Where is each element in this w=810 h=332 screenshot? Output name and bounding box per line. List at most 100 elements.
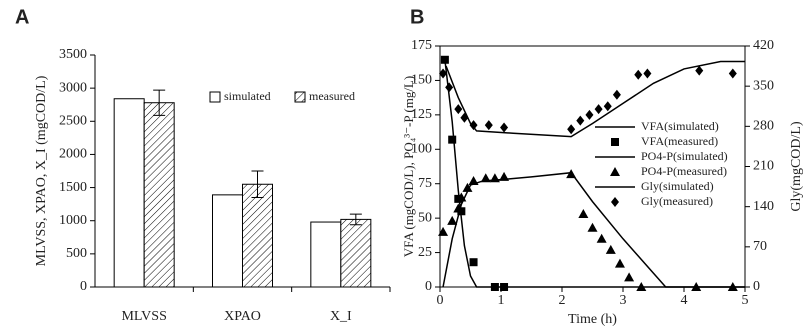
data-point [594, 104, 603, 115]
y-tick-label: 100 [411, 142, 432, 157]
data-point [634, 69, 643, 80]
data-point [447, 215, 458, 225]
legend-label: Gly(measured) [641, 194, 713, 208]
legend-label: simulated [224, 89, 271, 103]
data-point [490, 283, 499, 291]
y-tick-label: 125 [411, 107, 432, 122]
y-tick-label: 75 [418, 176, 432, 191]
x-tick-label: 1 [498, 293, 505, 308]
x-tick-label: XPAO [224, 309, 261, 324]
x-tick-label: 2 [559, 293, 566, 308]
data-point [605, 244, 616, 254]
y2-axis-label: Gly(mgCOD/L) [789, 121, 804, 212]
legend-label: PO4-P(simulated) [641, 149, 728, 163]
y2-tick-label: 350 [753, 78, 774, 93]
data-point [439, 68, 448, 79]
data-point [585, 109, 594, 120]
data-point [636, 282, 647, 291]
y-tick-label: 1500 [59, 180, 87, 195]
data-point [500, 122, 509, 133]
y-tick-label: 25 [418, 245, 432, 260]
y-axis-label: VFA (mgCOD/L), PO₄³⁻-P (mg/L) [401, 76, 416, 257]
bar [242, 183, 273, 288]
data-point [566, 169, 577, 179]
series-line [442, 171, 745, 288]
bar [143, 102, 175, 288]
data-point [587, 222, 598, 232]
data-point [500, 283, 509, 291]
x-tick-label: MLVSS [121, 309, 166, 324]
y2-tick-label: 420 [753, 38, 774, 53]
y-tick-label: 175 [411, 38, 432, 53]
y-tick-label: 0 [425, 279, 432, 294]
y-tick-label: 50 [418, 210, 432, 225]
data-point [440, 55, 449, 64]
error-bar [153, 89, 166, 116]
data-point [462, 182, 473, 192]
data-point [468, 175, 479, 185]
y-axis-label: MLVSS, XPAO, X_I (mgCOD/L) [34, 75, 49, 266]
data-point [489, 173, 500, 183]
data-point [695, 65, 704, 76]
x-tick-label: X_I [330, 309, 352, 324]
y-tick-label: 1000 [59, 213, 87, 228]
data-point [603, 101, 612, 112]
data-point [727, 282, 738, 291]
data-point [728, 68, 737, 79]
legend-swatch [610, 167, 620, 176]
x-axis-label: Time (h) [568, 312, 617, 327]
data-point [596, 233, 607, 243]
series-line [445, 60, 745, 138]
legend-swatch [611, 197, 619, 207]
y-tick-label: 2000 [59, 147, 87, 162]
data-point [567, 124, 576, 135]
y2-tick-label: 0 [753, 279, 760, 294]
data-point [445, 82, 454, 93]
error-bar [349, 213, 362, 226]
x-tick-label: 0 [437, 293, 444, 308]
legend-label: Gly(simulated) [641, 179, 714, 193]
y-tick-label: 3000 [59, 80, 87, 95]
data-point [460, 112, 469, 123]
panel-title: A [15, 6, 29, 28]
legend-label: VFA(measured) [641, 134, 718, 148]
bar [340, 218, 372, 288]
legend-swatch [209, 91, 221, 103]
x-tick-label: 3 [620, 293, 627, 308]
y-tick-label: 150 [411, 73, 432, 88]
y2-tick-label: 70 [753, 239, 767, 254]
y2-tick-label: 140 [753, 199, 774, 214]
y-tick-label: 0 [80, 279, 87, 294]
legend-label: VFA(simulated) [641, 119, 719, 133]
data-point [456, 192, 467, 202]
series-line [444, 59, 745, 288]
data-point [484, 120, 493, 131]
bar [113, 98, 145, 288]
data-point [454, 104, 463, 115]
y2-tick-label: 280 [753, 119, 774, 134]
data-point [578, 209, 589, 219]
data-point [624, 272, 635, 282]
bar [212, 194, 243, 288]
x-tick-label: 5 [742, 293, 749, 308]
panel-title: B [410, 6, 424, 28]
data-point [438, 226, 449, 236]
y-tick-label: 500 [66, 246, 87, 261]
data-point [612, 89, 621, 100]
legend-swatch [611, 138, 619, 146]
data-point [614, 258, 625, 268]
x-tick-label: 4 [681, 293, 688, 308]
data-point [576, 115, 585, 126]
data-point [453, 203, 464, 213]
data-point [480, 173, 491, 183]
legend-swatch [294, 91, 306, 103]
bar [310, 221, 342, 288]
data-point [469, 120, 478, 131]
data-point [448, 135, 457, 144]
data-point [691, 282, 702, 291]
y2-tick-label: 210 [753, 159, 774, 174]
legend-label: measured [309, 89, 355, 103]
legend-label: PO4-P(measured) [641, 164, 727, 178]
